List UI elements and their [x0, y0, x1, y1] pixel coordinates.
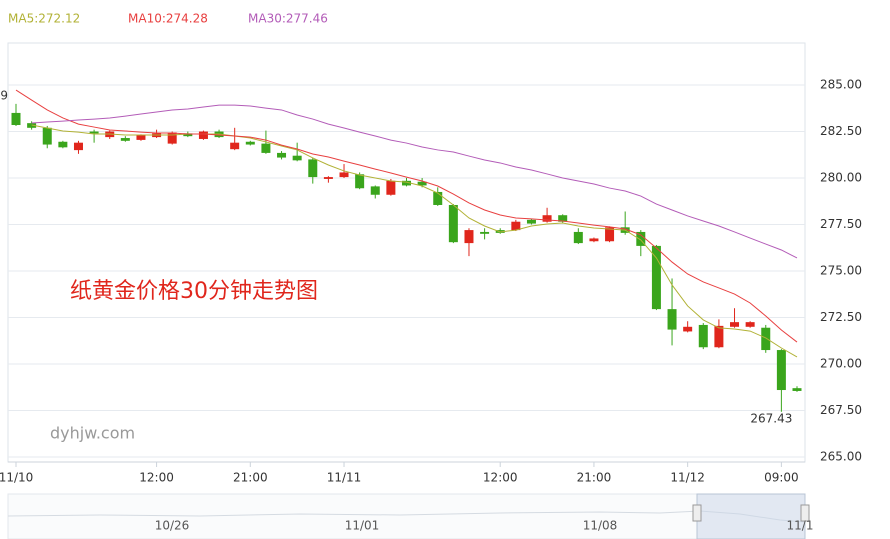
x-tick-label: 11/12	[670, 471, 705, 485]
candle-body	[308, 159, 318, 178]
candle-body	[433, 191, 443, 205]
candle-body	[277, 152, 287, 158]
y-tick-label: 272.50	[820, 310, 862, 324]
low-label: 267.43	[750, 411, 792, 425]
candle-body	[58, 141, 68, 148]
candle-body	[776, 350, 786, 391]
candle-body	[636, 231, 646, 246]
y-tick-label: 277.50	[820, 217, 862, 231]
candle-body	[448, 204, 458, 243]
legend-entry: MA30:277.46	[248, 12, 328, 26]
candle-body	[480, 231, 490, 234]
y-tick-label: 275.00	[820, 264, 862, 278]
candle-body	[417, 181, 427, 186]
y-tick-label: 265.00	[820, 449, 862, 463]
candle-body	[167, 132, 177, 144]
watermark: dyhjw.com	[50, 424, 135, 443]
x-tick-label: 09:00	[764, 471, 799, 485]
candle-body	[605, 227, 615, 242]
x-tick-label: 21:00	[233, 471, 268, 485]
navigator	[7, 493, 810, 539]
candle-body	[245, 141, 255, 145]
navigator-tick-label: 11/1	[787, 519, 814, 533]
legend-entry: MA5:272.12	[8, 12, 80, 26]
candle-body	[698, 324, 708, 348]
candle-body	[339, 172, 349, 178]
candle-body	[714, 325, 724, 348]
candle-body	[136, 135, 146, 140]
ma-line	[31, 124, 798, 358]
candle-body	[261, 143, 271, 153]
candle-body	[573, 231, 583, 244]
y-tick-label: 280.00	[820, 171, 862, 185]
candle-body	[323, 177, 333, 179]
navigator-handle[interactable]	[692, 504, 702, 522]
candle-body	[526, 219, 536, 224]
candle-body	[651, 245, 661, 310]
y-tick-label: 282.50	[820, 124, 862, 138]
x-tick-label: 21:00	[577, 471, 612, 485]
candle-body	[386, 180, 396, 195]
candle-body	[73, 142, 83, 151]
navigator-handle[interactable]	[800, 504, 810, 522]
ma-line	[15, 89, 798, 343]
candle-body	[11, 112, 21, 126]
y-tick-label: 267.50	[820, 403, 862, 417]
candle-body	[402, 180, 411, 186]
candle-body	[667, 309, 677, 330]
x-tick-label: 12:00	[483, 471, 518, 485]
candle-body	[183, 133, 193, 137]
candle-body	[198, 131, 208, 139]
candle-body	[355, 174, 365, 189]
candle-body	[761, 327, 771, 351]
navigator-tick-label: 11/08	[583, 519, 618, 533]
overlay-title: 纸黄金价格30分钟走势图	[70, 279, 318, 304]
candle-body	[683, 326, 693, 332]
candle-body	[792, 388, 802, 391]
candle-body	[42, 127, 52, 145]
candle-body	[745, 322, 755, 327]
candle-body	[558, 215, 568, 222]
candle-body	[292, 155, 302, 161]
x-tick-label: 11/11	[327, 471, 362, 485]
candle-body	[511, 221, 521, 231]
high-label: 283.99	[0, 88, 8, 102]
navigator-tick-label: 10/26	[155, 519, 190, 533]
candle-body	[730, 322, 740, 327]
x-tick-label: 11/10	[0, 471, 33, 485]
candle-body	[589, 238, 599, 242]
y-tick-label: 270.00	[820, 356, 862, 370]
plot-frame	[7, 42, 806, 463]
legend-entry: MA10:274.28	[128, 12, 208, 26]
candle-body	[89, 131, 99, 134]
x-tick-label: 12:00	[139, 471, 174, 485]
navigator-tick-label: 11/01	[345, 519, 380, 533]
candle-body	[120, 138, 130, 141]
candle-body	[542, 215, 552, 222]
candle-body	[370, 186, 380, 195]
ma-line	[31, 104, 798, 259]
candle-body	[230, 142, 240, 150]
navigator-frame	[7, 493, 806, 539]
y-tick-label: 285.00	[820, 78, 862, 92]
candle-body	[464, 230, 474, 244]
